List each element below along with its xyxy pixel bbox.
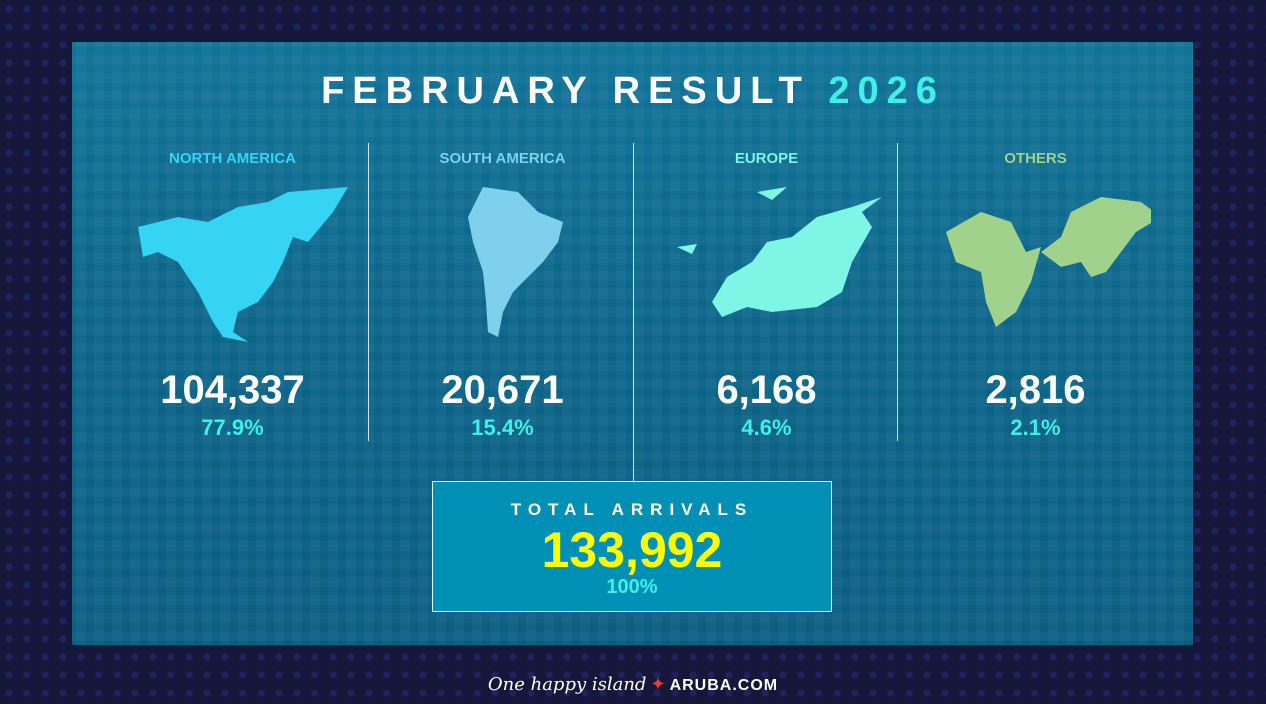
south-america-map-icon	[467, 187, 563, 337]
total-percent: 100%	[606, 576, 658, 598]
results-panel	[72, 42, 1193, 645]
title-year: 2026	[828, 70, 945, 112]
region-percent: 2.1%	[1010, 415, 1061, 440]
region-name: OTHERS	[1004, 150, 1067, 167]
region-arrivals: 2,816	[985, 368, 1086, 412]
region-percent: 4.6%	[741, 415, 792, 440]
total-value: 133,992	[541, 522, 723, 578]
region-europe: EUROPE 6,168 4.6%	[634, 150, 899, 441]
region-north-america: NORTH AMERICA 104,337 77.9%	[100, 150, 365, 441]
star-icon: ✦	[650, 674, 666, 694]
site-name: ARUBA.COM	[669, 677, 779, 694]
africa-asia-map-icon	[945, 197, 1151, 327]
page-title: FEBRUARY RESULT 2026	[321, 70, 945, 112]
divider	[897, 143, 898, 441]
north-america-map-icon	[137, 187, 348, 342]
region-percent: 77.9%	[201, 415, 264, 440]
region-south-america: SOUTH AMERICA 20,671 15.4%	[370, 150, 635, 441]
region-arrivals: 104,337	[160, 368, 305, 412]
total-label: TOTAL ARRIVALS	[510, 500, 754, 519]
region-arrivals: 6,168	[716, 368, 817, 412]
region-arrivals: 20,671	[441, 368, 564, 412]
region-percent: 15.4%	[471, 415, 534, 440]
divider	[633, 143, 634, 483]
region-others: OTHERS 2,816 2.1%	[903, 150, 1168, 441]
divider	[368, 143, 369, 441]
tagline: One happy island	[487, 674, 647, 695]
region-name: EUROPE	[734, 150, 799, 167]
region-name: NORTH AMERICA	[169, 150, 296, 167]
region-name: SOUTH AMERICA	[439, 150, 566, 167]
europe-map-icon	[676, 187, 882, 317]
footer-logo: One happy island ✦ ARUBA.COM	[0, 674, 1266, 695]
total-arrivals-box: TOTAL ARRIVALS 133,992 100%	[432, 481, 832, 612]
